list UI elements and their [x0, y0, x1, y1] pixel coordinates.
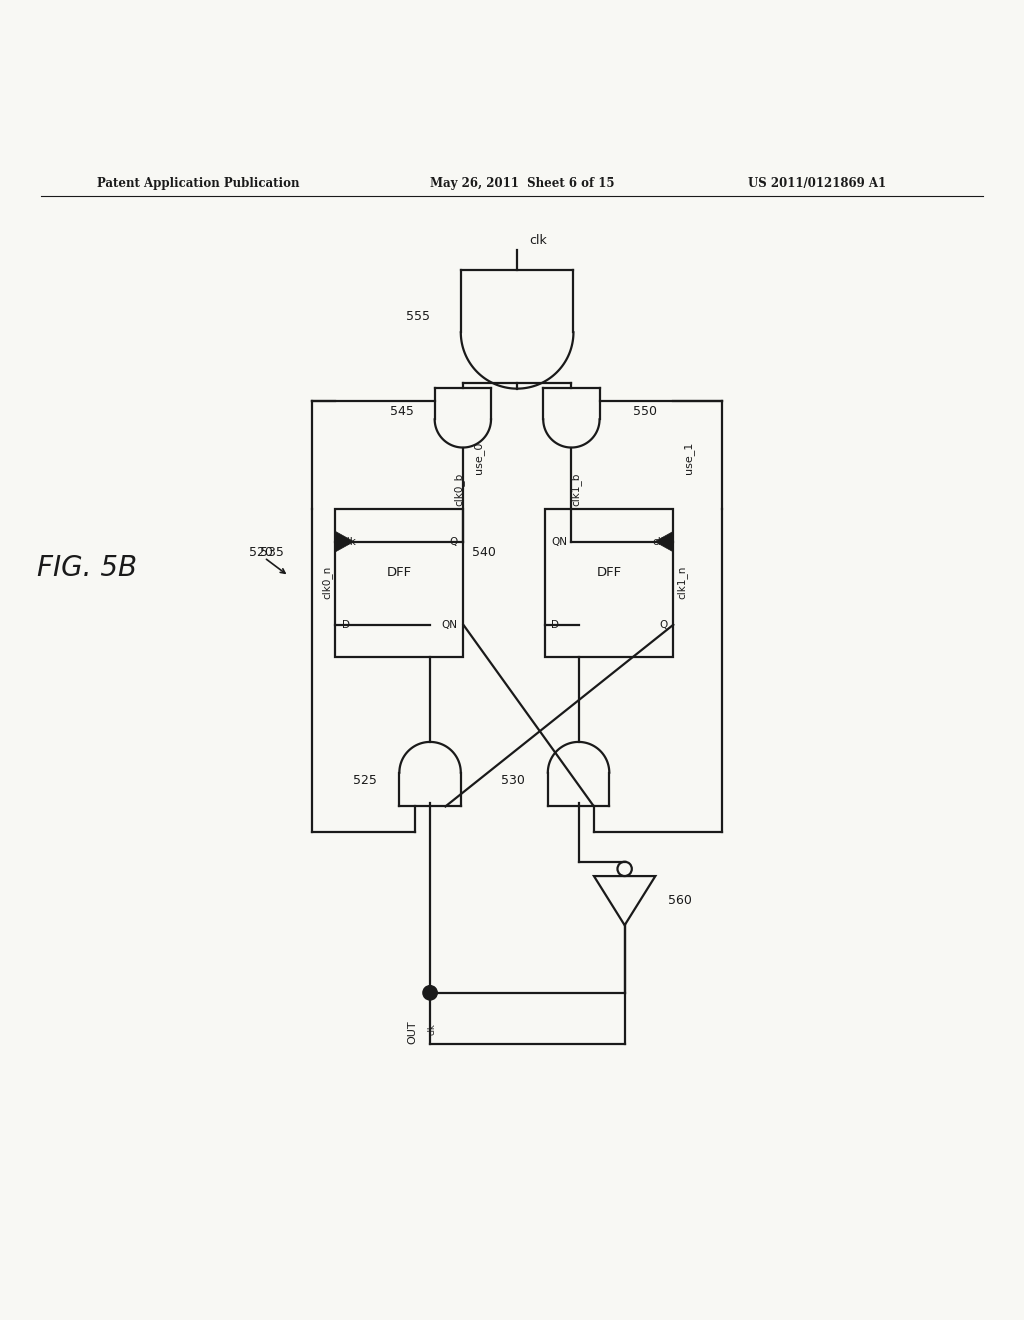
Text: clk1_n: clk1_n: [676, 566, 687, 599]
Text: use_1: use_1: [683, 442, 694, 474]
Text: 530: 530: [502, 775, 525, 787]
Text: 540: 540: [472, 546, 496, 558]
Text: DFF: DFF: [387, 566, 412, 579]
Text: 560: 560: [668, 894, 691, 907]
Text: 535: 535: [260, 546, 285, 558]
Text: May 26, 2011  Sheet 6 of 15: May 26, 2011 Sheet 6 of 15: [430, 177, 614, 190]
Text: Patent Application Publication: Patent Application Publication: [97, 177, 300, 190]
Text: 525: 525: [353, 775, 377, 787]
Text: FIG. 5B: FIG. 5B: [37, 554, 137, 582]
Text: 555: 555: [407, 310, 430, 323]
Text: Q: Q: [449, 537, 457, 546]
Text: OUT: OUT: [408, 1020, 418, 1044]
Text: 550: 550: [633, 405, 656, 417]
Polygon shape: [655, 532, 674, 552]
Text: clk: clk: [529, 235, 547, 247]
Text: US 2011/0121869 A1: US 2011/0121869 A1: [748, 177, 886, 190]
Polygon shape: [336, 532, 354, 552]
Text: 545: 545: [390, 405, 414, 417]
Text: use_0: use_0: [473, 442, 484, 474]
Text: clk: clk: [427, 1023, 436, 1035]
Text: D: D: [551, 620, 559, 630]
Text: QN: QN: [551, 537, 567, 546]
Circle shape: [423, 986, 437, 1001]
Text: clk0_b: clk0_b: [454, 473, 464, 507]
Text: clk0_n: clk0_n: [322, 566, 333, 599]
Text: Q: Q: [658, 620, 668, 630]
Bar: [336, 510, 463, 657]
Text: clk1_b: clk1_b: [570, 473, 581, 507]
Bar: [545, 510, 674, 657]
Text: clk: clk: [342, 537, 356, 546]
Text: QN: QN: [441, 620, 457, 630]
Text: 520: 520: [249, 546, 273, 558]
Text: D: D: [342, 620, 349, 630]
Text: DFF: DFF: [597, 566, 622, 579]
Text: clk: clk: [652, 537, 668, 546]
